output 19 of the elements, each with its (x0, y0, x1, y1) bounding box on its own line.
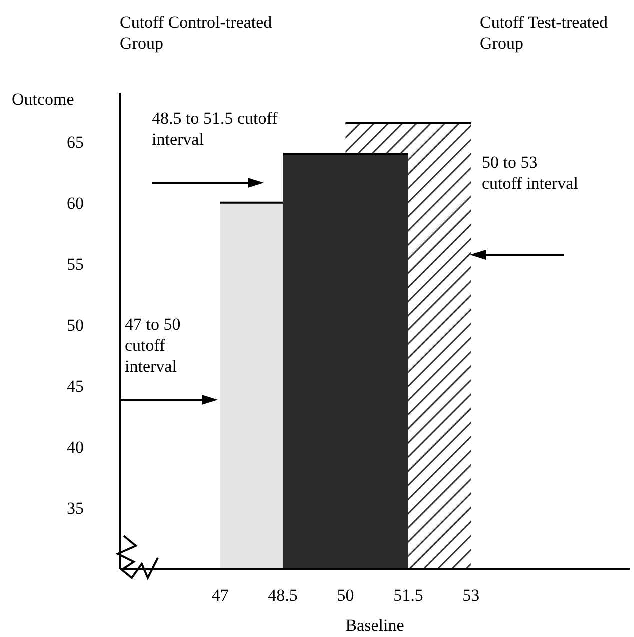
x-tick-label: 50 (337, 586, 354, 606)
y-tick-label: 45 (67, 376, 84, 396)
y-tick-label: 60 (67, 194, 84, 213)
y-tick-label: 55 (67, 254, 84, 274)
y-tick-label: 35 (67, 499, 84, 518)
text: Cutoff Test-treated Group (480, 12, 610, 54)
annotation: 47 to 50 cutoff interval (125, 314, 182, 377)
y-axis-title: Outcome (12, 90, 74, 110)
x-tick-label: 47 (212, 586, 230, 606)
annotation: 48.5 to 51.5 cutoff interval (152, 108, 279, 150)
annotation: 50 to 53 cutoff interval (482, 152, 580, 194)
x-axis-title: Baseline (346, 616, 404, 635)
y-tick-label: 50 (67, 316, 84, 335)
x-tick-label: 51.5 (394, 586, 424, 606)
y-tick-label: 40 (67, 438, 84, 457)
text: Cutoff Control-treated Group (120, 12, 274, 54)
x-tick-label: 53 (462, 586, 480, 606)
y-tick-label: 65 (67, 132, 84, 152)
x-tick-label: 48.5 (268, 586, 298, 606)
